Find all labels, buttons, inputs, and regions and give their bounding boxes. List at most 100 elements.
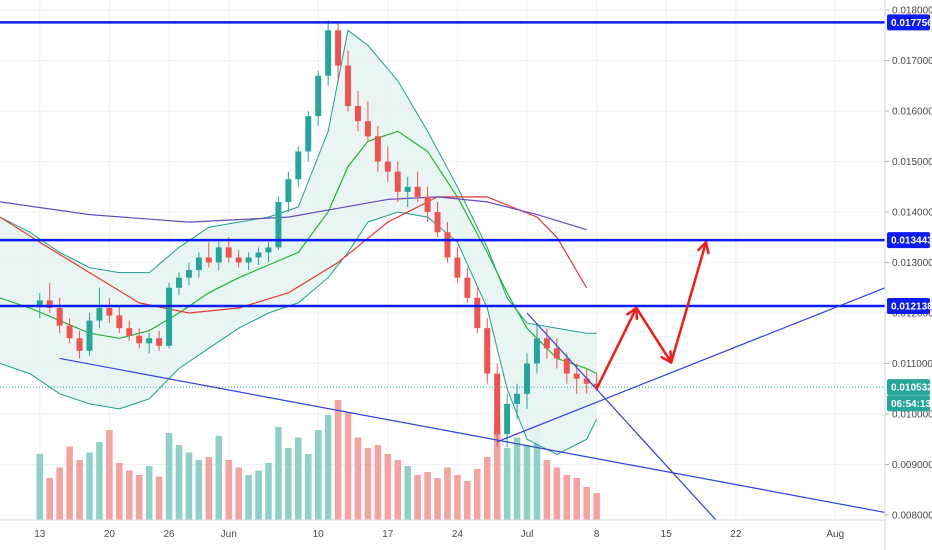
volume-bar [424, 472, 431, 520]
candle-body [205, 257, 212, 263]
candle-body [494, 373, 501, 435]
candle [76, 330, 83, 359]
projection-arrow-head [697, 241, 708, 252]
volume-bar [135, 475, 143, 520]
price-tag-box [887, 379, 930, 396]
x-tick-label: 20 [104, 529, 116, 540]
candle [245, 252, 252, 271]
horizontal-levels[interactable] [0, 21, 885, 388]
volume-bar [36, 454, 44, 520]
candle-body [126, 328, 133, 336]
volume-bar [66, 446, 73, 520]
candle [434, 201, 441, 238]
candle [315, 70, 322, 127]
candle [225, 237, 232, 263]
candle-body [96, 307, 103, 321]
candle-body [106, 307, 113, 316]
candle-body [215, 247, 222, 263]
volume-bar [255, 470, 262, 520]
moving-average-red-line [0, 196, 588, 314]
candle-body [354, 106, 361, 122]
volume-bar [394, 460, 402, 520]
candle-body [265, 247, 272, 253]
volume-bar [225, 460, 232, 520]
x-tick-label: 8 [594, 529, 600, 540]
candle [354, 90, 361, 132]
candle [374, 126, 381, 172]
trend-lines[interactable] [59, 287, 886, 521]
volume-bar [165, 433, 173, 520]
y-tick-label: 0.015000 [892, 157, 932, 168]
candle [275, 196, 282, 250]
volume-bar [474, 469, 481, 520]
candle-body [404, 186, 411, 192]
candle-body [315, 75, 322, 117]
volume-bar [404, 466, 411, 520]
volume-bar [106, 430, 113, 520]
candle-body [46, 300, 53, 308]
candle [215, 239, 222, 271]
volume-bar [76, 460, 83, 520]
candle-body [593, 383, 600, 388]
candle-body [325, 30, 332, 76]
candle [56, 297, 63, 334]
x-axis: 13 20 26 Jun 10 17 24 Jul 8 15 22 Aug [0, 519, 932, 540]
x-tick-label: 15 [661, 529, 673, 540]
candle [166, 282, 173, 349]
volume-bar [593, 493, 600, 520]
volume-bar [86, 452, 93, 520]
volume-bar [295, 437, 302, 520]
trend-line [526, 312, 717, 521]
price-tag: 06:54:13 [887, 395, 931, 412]
candle [573, 363, 580, 394]
volume-bar [195, 460, 203, 520]
y-tick-label: 0.011000 [892, 359, 932, 370]
projection-arrow-segment [595, 306, 638, 390]
candle [205, 242, 212, 268]
candle [394, 161, 401, 202]
candle-body [374, 136, 381, 162]
volume-bar [265, 463, 272, 520]
volume-bar [583, 487, 590, 520]
projection-arrows[interactable] [595, 241, 710, 390]
candle-body [56, 307, 63, 326]
y-tick-label: 0.013000 [892, 258, 932, 269]
candle [265, 242, 272, 263]
candle-body [245, 257, 252, 263]
price-tag: 0.012138 [887, 298, 932, 315]
price-tag: 0.013443 [887, 232, 932, 249]
candle-body [414, 186, 421, 197]
candle [404, 176, 411, 207]
volume-bar [56, 467, 63, 520]
volume-bar [573, 478, 581, 520]
candle [255, 247, 262, 266]
candle [116, 305, 123, 334]
volume-bar [116, 463, 123, 520]
candle [345, 50, 352, 112]
candle-body [235, 257, 242, 263]
candle-body [185, 270, 192, 278]
volume-bar [523, 445, 531, 520]
candle-body [295, 151, 302, 180]
bollinger-lower-line [0, 211, 598, 455]
volume-bar [513, 437, 521, 520]
y-tick-label: 0.008000 [892, 510, 932, 521]
projection-arrow-head [704, 241, 710, 255]
price-tag: 0.017756 [887, 14, 932, 31]
candle [543, 328, 550, 359]
candle-body [553, 348, 560, 359]
volume-bar [175, 445, 183, 520]
candle-body [484, 328, 491, 374]
candle [146, 333, 153, 354]
candle-body [364, 121, 371, 137]
volume-bar [205, 457, 213, 520]
candle [364, 100, 371, 142]
price-tag-box [887, 232, 930, 249]
price-tag-label: 0.010532 [891, 383, 932, 394]
candle-body [156, 338, 163, 346]
volume-bar [314, 430, 322, 520]
volume-bar [493, 422, 501, 520]
volume-bar [434, 478, 441, 520]
price-tag-label: 0.017756 [891, 18, 932, 29]
